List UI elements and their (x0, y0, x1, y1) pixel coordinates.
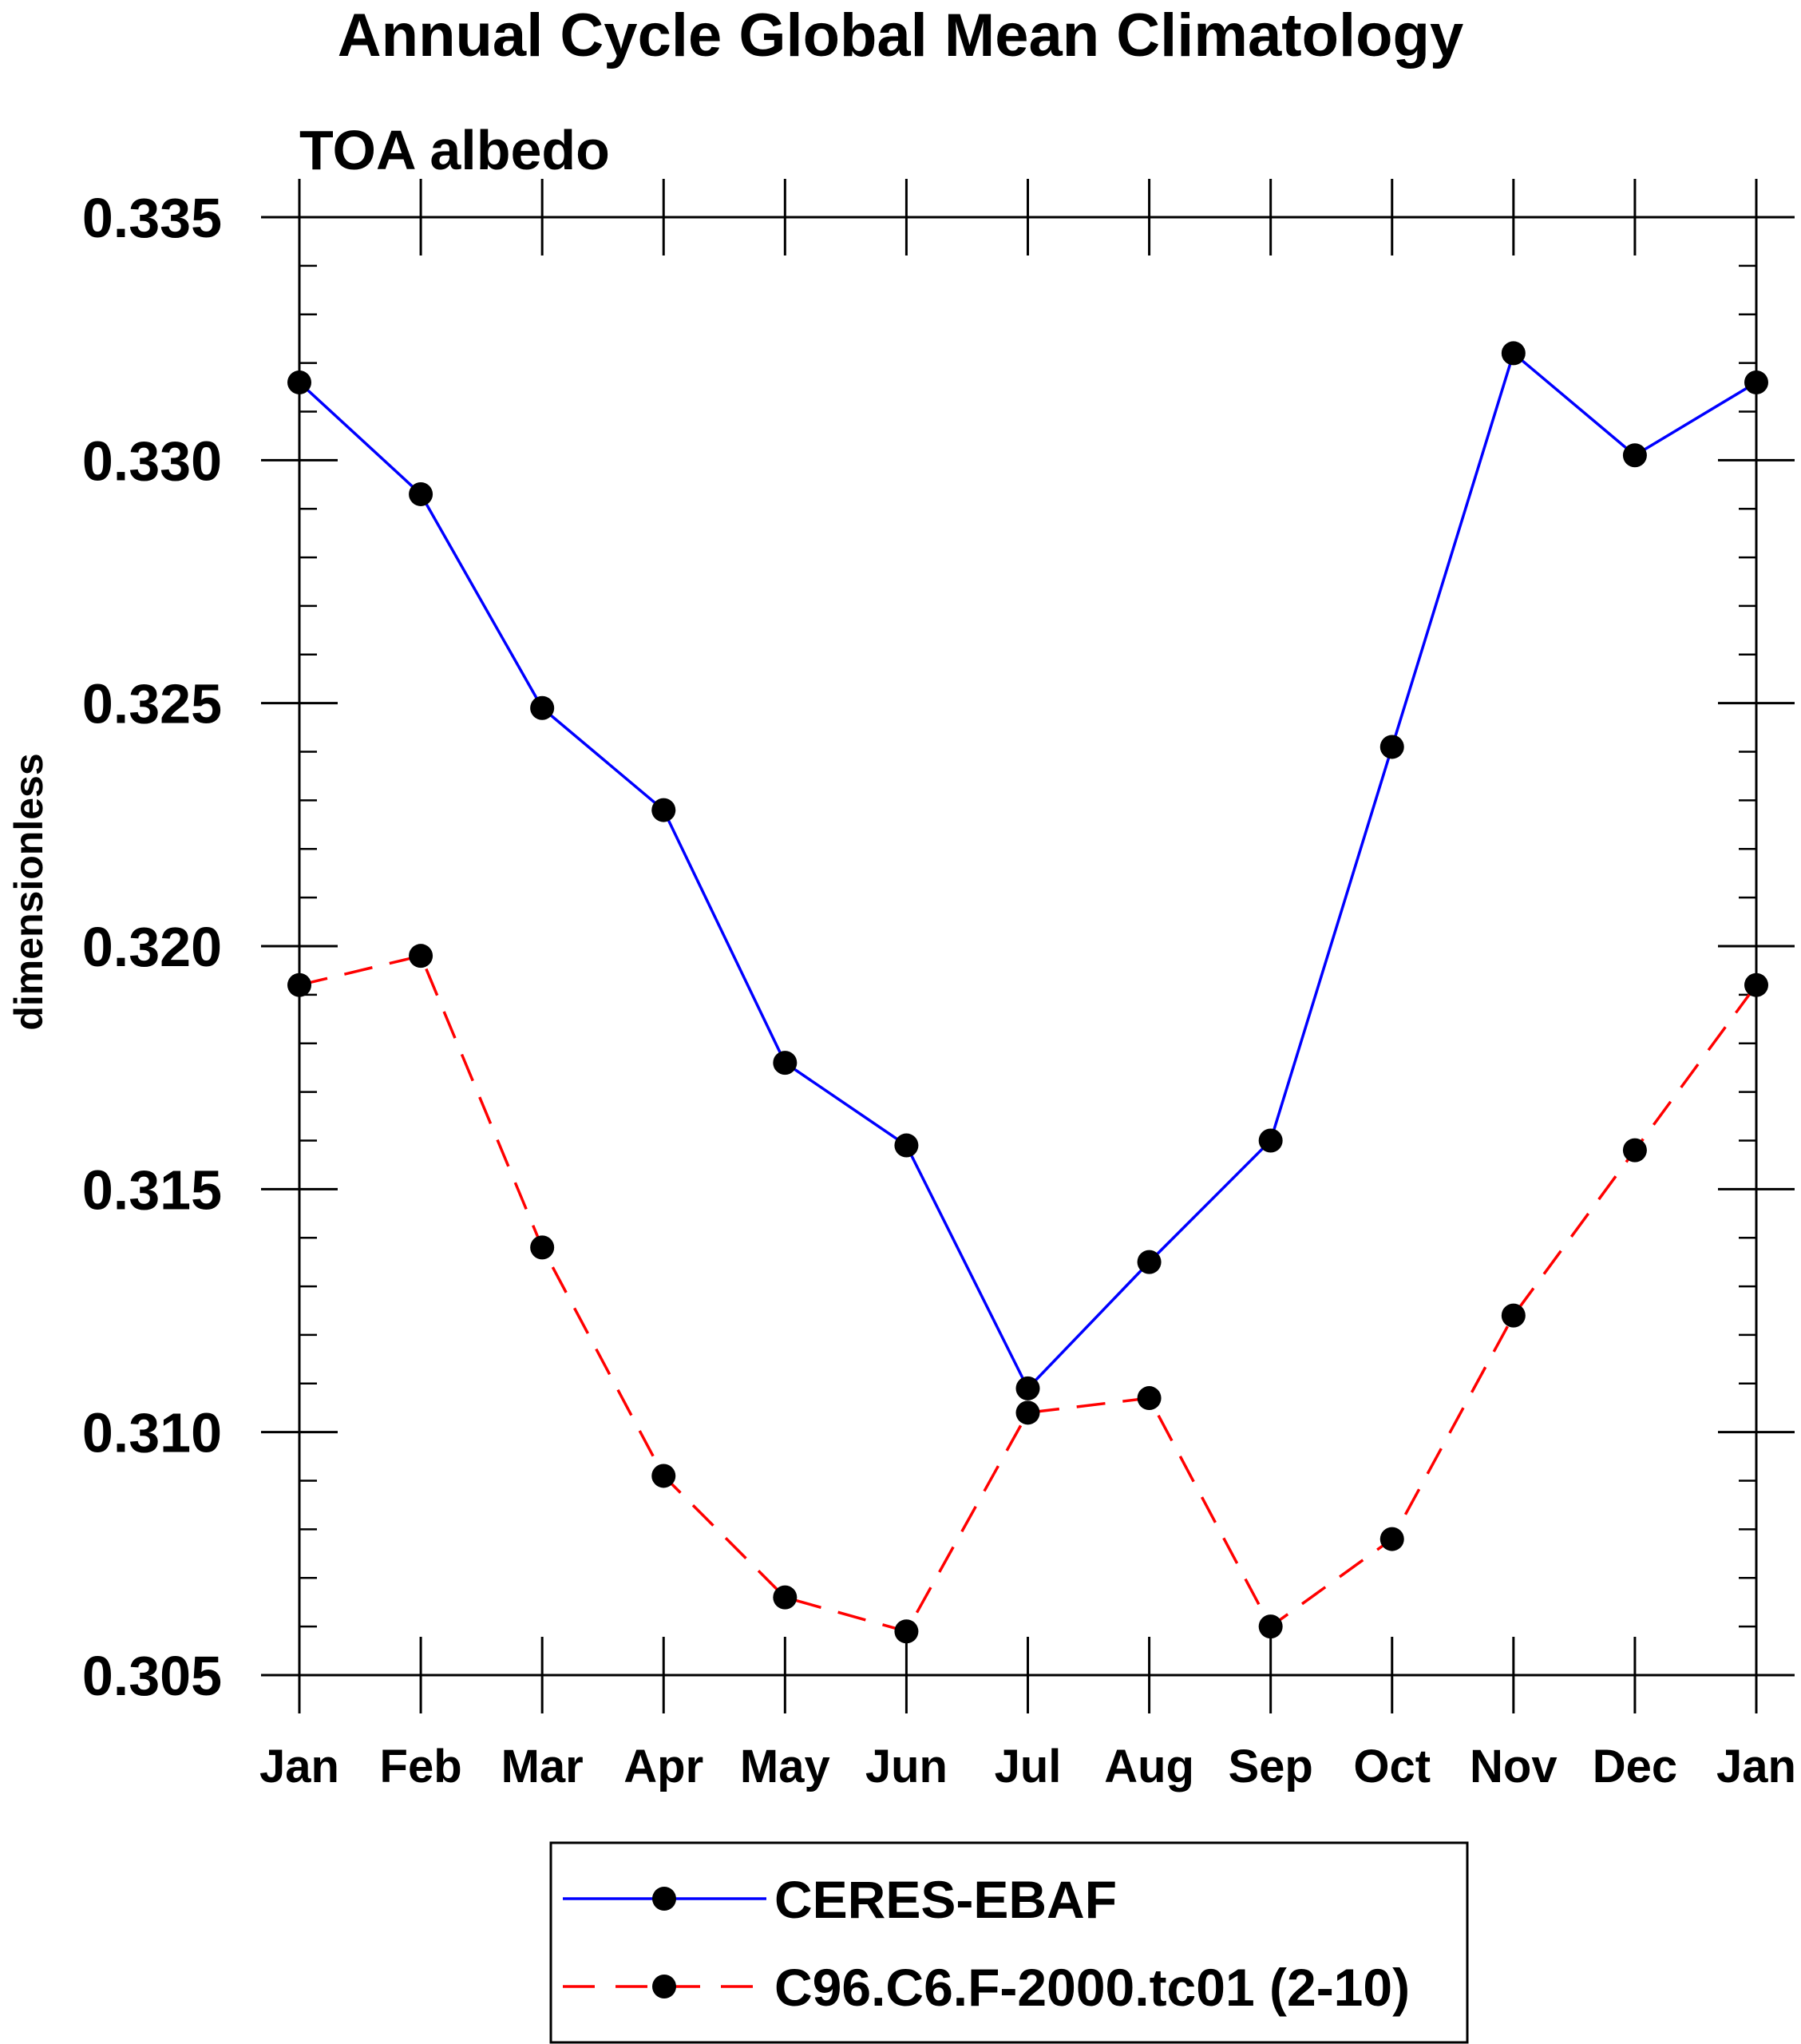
series-2-point (1622, 1138, 1647, 1163)
series-2-point (651, 1464, 676, 1488)
series-2-point (1379, 1527, 1404, 1551)
y-tick-label: 0.335 (82, 187, 222, 249)
series-2-point (894, 1619, 919, 1644)
series-1-point (530, 695, 555, 720)
series-1-point (1379, 735, 1404, 759)
series-2-point (1015, 1400, 1040, 1425)
x-tick-label: Apr (623, 1741, 703, 1792)
series-2-point (530, 1235, 555, 1260)
y-tick-label: 0.325 (82, 673, 222, 735)
series-2-point (1137, 1386, 1162, 1411)
y-tick-label: 0.315 (82, 1159, 222, 1221)
x-tick-label: Feb (380, 1741, 462, 1792)
x-tick-label: Dec (1593, 1741, 1677, 1792)
x-tick-label: Aug (1104, 1741, 1194, 1792)
axis-ticks (261, 179, 1795, 1713)
series-line-2 (299, 954, 1758, 1634)
series-1-point (1501, 341, 1526, 366)
series-2-point (1258, 1614, 1283, 1639)
series-2-point (409, 944, 433, 969)
series-1-point (1137, 1250, 1162, 1274)
series-group (287, 341, 1768, 1644)
x-tick-label: Jul (995, 1741, 1062, 1792)
series-2-point (773, 1585, 798, 1610)
x-tick-label: Nov (1470, 1741, 1558, 1792)
legend-marker-1 (652, 1887, 676, 1911)
x-tick-labels: Jan Feb Mar Apr May Jun Jul Aug Sep Oct Nov Dec Jan (259, 1741, 1796, 1792)
x-tick-label: Oct (1353, 1741, 1431, 1792)
x-tick-label: Mar (501, 1741, 584, 1792)
legend: CERES-EBAF C96.C6.F-2000.tc01 (2-10) (549, 1841, 1469, 2044)
y-tick-label: 0.310 (82, 1402, 222, 1464)
x-tick-label: Sep (1228, 1741, 1312, 1792)
y-tick-label: 0.305 (82, 1645, 222, 1707)
y-tick-labels: 0.305 0.310 0.315 0.320 0.325 0.330 0.335 (82, 187, 222, 1707)
series-1-point (894, 1133, 919, 1158)
series-1-point (651, 798, 676, 822)
x-tick-label: Jan (1716, 1741, 1796, 1792)
series-2-point (1501, 1303, 1526, 1328)
series-1-point (1622, 443, 1647, 468)
x-tick-label: May (740, 1741, 830, 1792)
legend-label-1: CERES-EBAF (774, 1870, 1117, 1929)
x-tick-label: Jun (865, 1741, 948, 1792)
y-axis-label: dimensionless (6, 753, 51, 1030)
legend-items: CERES-EBAF C96.C6.F-2000.tc01 (2-10) (563, 1870, 1410, 2017)
chart-title: Annual Cycle Global Mean Climatology (338, 2, 1463, 69)
legend-marker-2 (652, 1975, 676, 1998)
series-1-point (1258, 1128, 1283, 1153)
y-tick-label: 0.330 (82, 430, 222, 492)
chart-subtitle: TOA albedo (299, 119, 610, 181)
y-tick-label: 0.320 (82, 916, 222, 978)
series-1-point (1015, 1376, 1040, 1400)
series-1-point (409, 481, 433, 506)
legend-label-2: C96.C6.F-2000.tc01 (2-10) (774, 1958, 1410, 2017)
plot-frame (298, 216, 1758, 1677)
series-1-point (773, 1051, 798, 1075)
series-line-1 (298, 351, 1757, 1391)
legend-box (549, 1841, 1469, 2044)
x-tick-label: Jan (259, 1741, 339, 1792)
